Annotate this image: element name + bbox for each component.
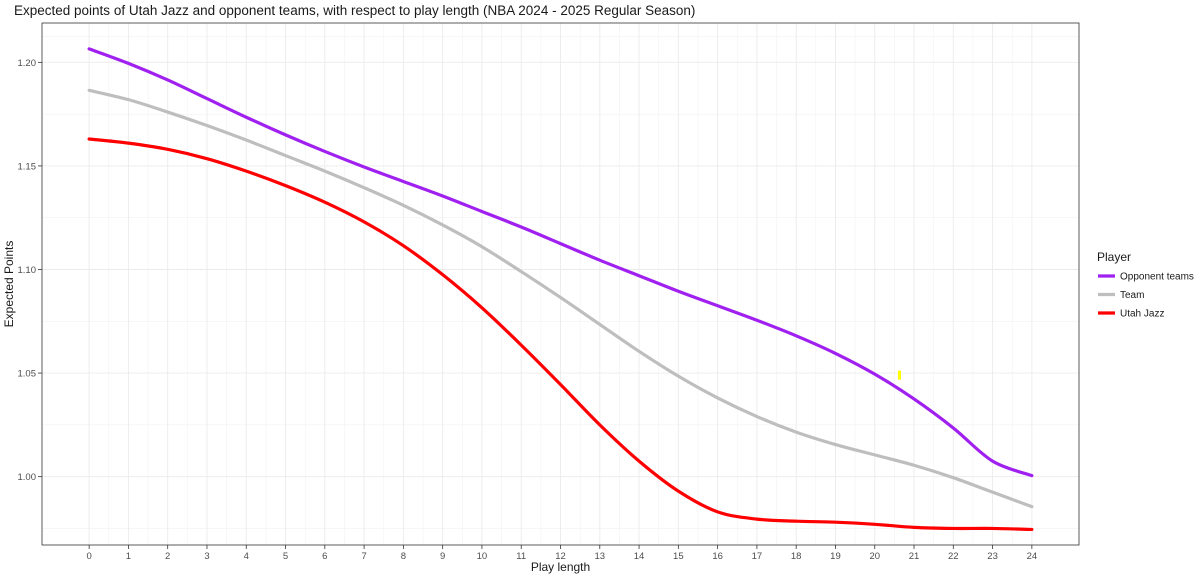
y-tick-label: 1.15 bbox=[18, 161, 37, 172]
x-tick-label: 5 bbox=[283, 551, 288, 562]
legend-label-opponent-teams: Opponent teams bbox=[1120, 272, 1194, 283]
x-tick-label: 3 bbox=[204, 551, 209, 562]
legend-label-team: Team bbox=[1120, 290, 1144, 301]
x-axis-title: Play length bbox=[531, 560, 590, 574]
legend-label-utah-jazz: Utah Jazz bbox=[1120, 309, 1164, 320]
legend: Player Opponent teams Team Utah Jazz bbox=[1097, 250, 1194, 320]
x-tick-label: 11 bbox=[516, 551, 526, 562]
series-layer bbox=[87, 47, 1034, 532]
x-tick-label: 2 bbox=[165, 551, 170, 562]
x-tick-label: 7 bbox=[361, 551, 366, 562]
y-tick-label: 1.00 bbox=[18, 472, 37, 483]
x-tick-label: 0 bbox=[86, 551, 91, 562]
x-tick-label: 6 bbox=[322, 551, 327, 562]
x-tick-label: 21 bbox=[909, 551, 920, 562]
x-tick-label: 22 bbox=[948, 551, 959, 562]
x-tick-label: 10 bbox=[477, 551, 488, 562]
series-line-team bbox=[87, 88, 1034, 509]
x-tick-label: 20 bbox=[869, 551, 880, 562]
x-tick-label: 8 bbox=[401, 551, 406, 562]
legend-title: Player bbox=[1097, 250, 1131, 264]
x-tick-label: 17 bbox=[752, 551, 763, 562]
y-tick-label: 1.10 bbox=[18, 265, 37, 276]
y-axis: 1.00 1.05 1.10 1.15 1.20 bbox=[18, 58, 42, 483]
x-axis: 0 1 2 3 4 5 6 7 8 9 10 11 12 13 14 15 16 17 18 19 20 21 22 23 24 bbox=[86, 545, 1037, 562]
x-tick-label: 9 bbox=[440, 551, 445, 562]
highlight-marker bbox=[897, 370, 901, 380]
x-tick-label: 19 bbox=[830, 551, 841, 562]
x-tick-label: 12 bbox=[555, 551, 566, 562]
x-tick-label: 1 bbox=[126, 551, 131, 562]
major-gridlines bbox=[42, 23, 1079, 545]
x-tick-label: 14 bbox=[634, 551, 645, 562]
y-tick-label: 1.20 bbox=[18, 58, 37, 69]
series-line-utah-jazz bbox=[87, 137, 1034, 532]
chart-title: Expected points of Utah Jazz and opponen… bbox=[14, 3, 695, 18]
x-tick-label: 13 bbox=[594, 551, 605, 562]
x-tick-label: 16 bbox=[712, 551, 723, 562]
y-axis-title: Expected Points bbox=[2, 241, 16, 328]
x-tick-label: 24 bbox=[1027, 551, 1038, 562]
x-tick-label: 4 bbox=[244, 551, 249, 562]
x-tick-label: 18 bbox=[791, 551, 802, 562]
x-tick-label: 15 bbox=[673, 551, 684, 562]
y-tick-label: 1.05 bbox=[18, 369, 37, 380]
series-line-opponent-teams bbox=[87, 47, 1034, 478]
x-tick-label: 23 bbox=[987, 551, 998, 562]
